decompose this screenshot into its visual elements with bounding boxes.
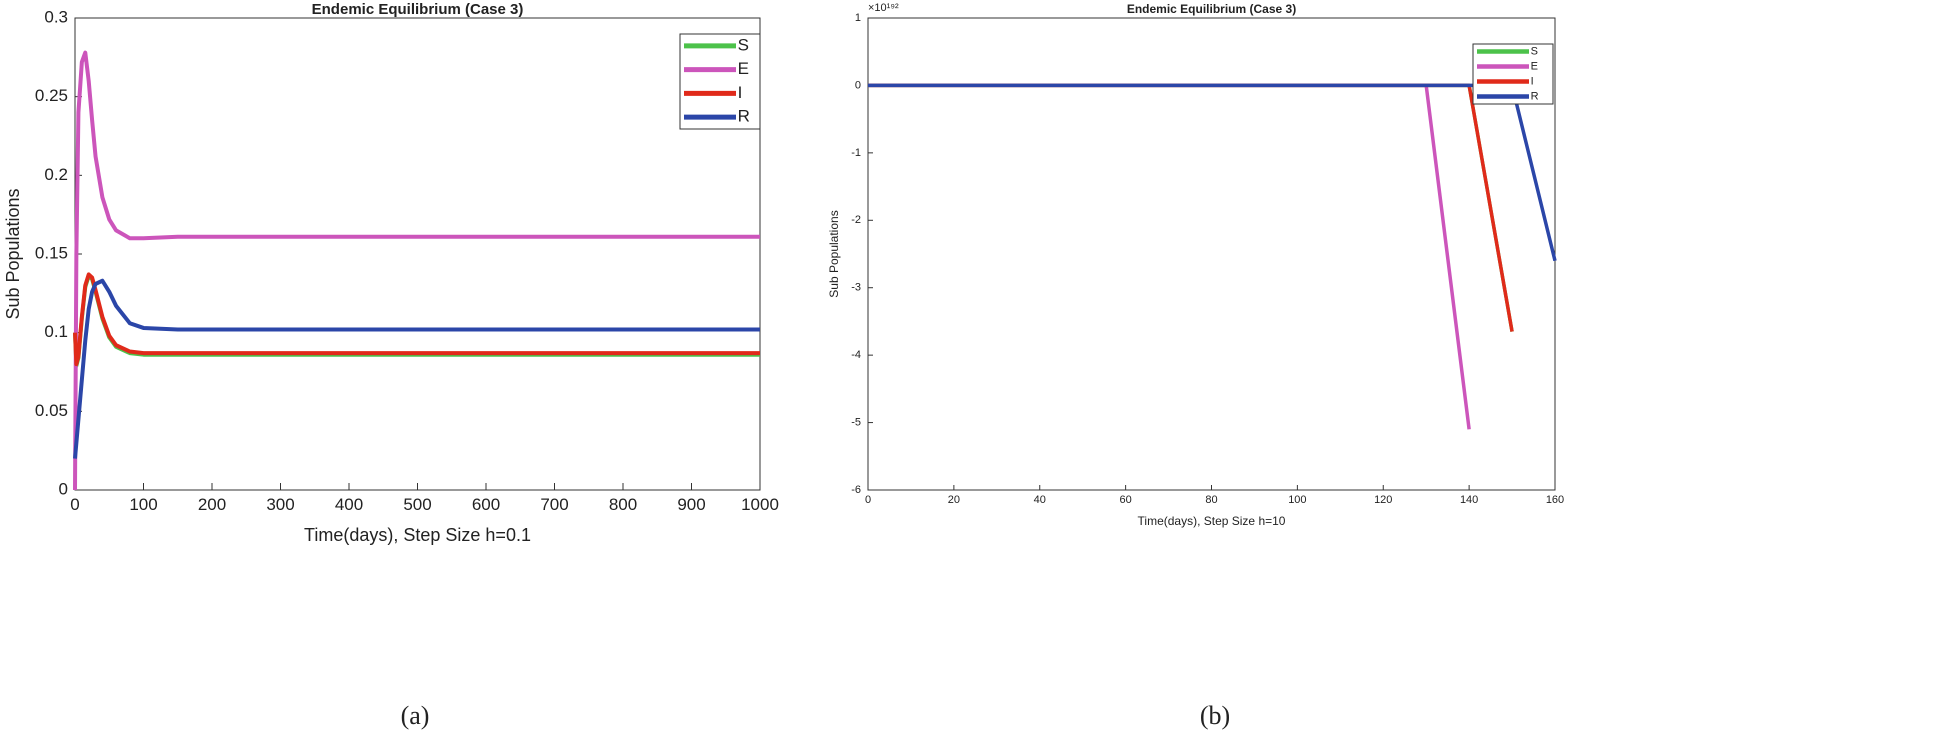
y-tick-label: 0.15 — [35, 243, 68, 262]
x-tick-label: 80 — [1205, 494, 1217, 506]
y-tick-label: -1 — [851, 147, 861, 159]
x-tick-label: 200 — [198, 495, 226, 514]
y-tick-label: -4 — [851, 349, 861, 361]
x-tick-label: 500 — [403, 495, 431, 514]
y-axis-label: Sub Populations — [827, 210, 841, 297]
legend-box — [679, 33, 761, 130]
chart-title: Endemic Equilibrium (Case 3) — [1127, 2, 1296, 16]
x-tick-label: 800 — [609, 495, 637, 514]
x-tick-label: 20 — [948, 494, 960, 506]
x-tick-label: 300 — [266, 495, 294, 514]
y-tick-label: 0.1 — [44, 322, 68, 341]
y-tick-label: -3 — [851, 282, 861, 294]
y-tick-label: 0 — [855, 79, 861, 91]
plot-area — [867, 17, 1556, 491]
legend-label: I — [1531, 75, 1534, 87]
x-tick-label: 100 — [1288, 494, 1306, 506]
legend-label: R — [1531, 90, 1539, 102]
y-multiplier: ×10¹⁹² — [868, 2, 899, 14]
y-tick-label: 0 — [59, 479, 68, 498]
y-tick-label: -5 — [851, 416, 861, 428]
series-line — [73, 272, 760, 367]
series-line — [73, 278, 760, 459]
y-axis-label: Sub Populations — [3, 188, 23, 319]
legend-label: S — [738, 35, 749, 54]
legend-label: E — [738, 59, 749, 78]
y-tick-label: 0.3 — [44, 7, 68, 26]
caption: (a) — [401, 701, 430, 730]
legend-label: R — [738, 107, 750, 126]
x-tick-label: 400 — [335, 495, 363, 514]
x-tick-label: 120 — [1374, 494, 1392, 506]
chart-title: Endemic Equilibrium (Case 3) — [312, 1, 524, 18]
legend-label: S — [1531, 45, 1538, 57]
x-tick-label: 0 — [865, 494, 871, 506]
x-tick-label: 900 — [677, 495, 705, 514]
x-tick-label: 1000 — [741, 495, 779, 514]
chart: Endemic Equilibrium (Case 3) Time(days), … — [827, 2, 1564, 730]
x-tick-label: 0 — [70, 495, 79, 514]
x-axis-label: Time(days), Step Size h=10 — [1138, 514, 1286, 528]
y-tick-label: 0.2 — [44, 165, 68, 184]
x-tick-label: 700 — [540, 495, 568, 514]
y-tick-label: 0.25 — [35, 86, 68, 105]
plot-area — [74, 17, 761, 491]
caption: (b) — [1200, 701, 1230, 730]
x-tick-label: 40 — [1034, 494, 1046, 506]
y-tick-label: 0.05 — [35, 401, 68, 420]
x-tick-label: 600 — [472, 495, 500, 514]
legend-label: I — [738, 83, 743, 102]
legend-box — [1472, 43, 1554, 105]
x-tick-label: 100 — [129, 495, 157, 514]
y-tick-label: -2 — [851, 214, 861, 226]
x-tick-label: 140 — [1460, 494, 1478, 506]
legend-label: E — [1531, 60, 1538, 72]
chart: Endemic Equilibrium (Case 3) Time(days), … — [3, 1, 779, 730]
x-tick-label: 160 — [1546, 494, 1564, 506]
x-tick-label: 60 — [1120, 494, 1132, 506]
series-line — [73, 50, 760, 491]
x-axis-label: Time(days), Step Size h=0.1 — [304, 525, 531, 545]
series-line — [868, 83, 1557, 262]
y-tick-label: -6 — [851, 484, 861, 496]
y-tick-label: 1 — [855, 12, 861, 24]
